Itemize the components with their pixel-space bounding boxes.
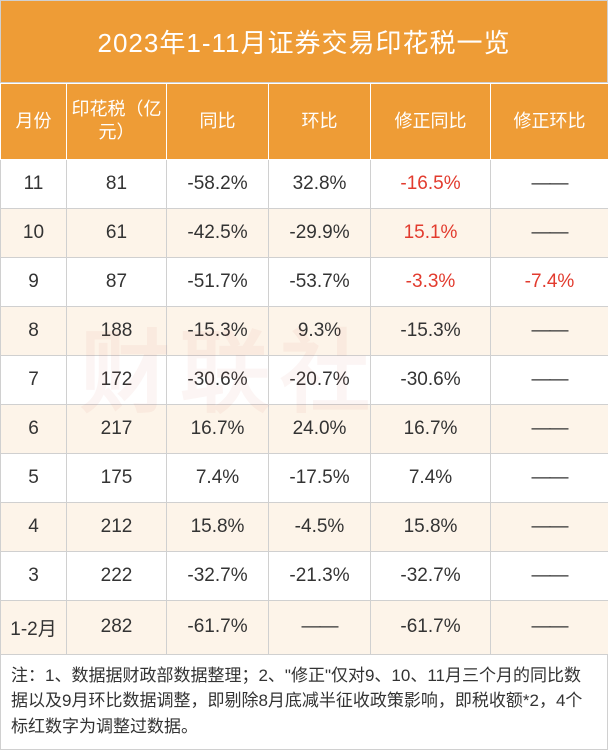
col-header-adj-yoy: 修正同比 (371, 84, 491, 160)
cell-adj-mom: —— (491, 159, 608, 208)
cell-adj-mom: —— (491, 404, 608, 453)
cell-yoy: 7.4% (167, 453, 269, 502)
cell-adj-yoy: -61.7% (371, 600, 491, 654)
cell-yoy: 16.7% (167, 404, 269, 453)
stamp-tax-table: 月份 印花税（亿元） 同比 环比 修正同比 修正环比 1181-58.2%32.… (0, 83, 608, 655)
table-title: 2023年1-11月证券交易印花税一览 (0, 0, 608, 83)
cell-adj-mom: —— (491, 551, 608, 600)
cell-yoy: -42.5% (167, 208, 269, 257)
cell-adj-yoy: 15.8% (371, 502, 491, 551)
cell-mom: 9.3% (269, 306, 371, 355)
cell-yoy: -58.2% (167, 159, 269, 208)
cell-mom: —— (269, 600, 371, 654)
col-header-adj-mom: 修正环比 (491, 84, 608, 160)
cell-yoy: -51.7% (167, 257, 269, 306)
cell-mom: 32.8% (269, 159, 371, 208)
col-header-month: 月份 (1, 84, 67, 160)
cell-month: 4 (1, 502, 67, 551)
table-row: 421215.8%-4.5%15.8%—— (1, 502, 608, 551)
col-header-tax: 印花税（亿元） (67, 84, 167, 160)
cell-adj-yoy: -32.7% (371, 551, 491, 600)
table-row: 8188-15.3%9.3%-15.3%—— (1, 306, 608, 355)
cell-tax: 175 (67, 453, 167, 502)
cell-adj-yoy: -3.3% (371, 257, 491, 306)
cell-yoy: 15.8% (167, 502, 269, 551)
cell-adj-mom: —— (491, 453, 608, 502)
cell-mom: -4.5% (269, 502, 371, 551)
cell-adj-yoy: 16.7% (371, 404, 491, 453)
footnote-text: 注：1、数据据财政部数据整理；2、"修正"仅对9、10、11月三个月的同比数据以… (0, 655, 608, 750)
table-row: 1-2月282-61.7%——-61.7%—— (1, 600, 608, 654)
cell-mom: -29.9% (269, 208, 371, 257)
cell-tax: 61 (67, 208, 167, 257)
cell-yoy: -15.3% (167, 306, 269, 355)
cell-month: 10 (1, 208, 67, 257)
cell-mom: -20.7% (269, 355, 371, 404)
cell-tax: 217 (67, 404, 167, 453)
cell-adj-yoy: 7.4% (371, 453, 491, 502)
cell-month: 6 (1, 404, 67, 453)
cell-yoy: -61.7% (167, 600, 269, 654)
cell-mom: -21.3% (269, 551, 371, 600)
cell-yoy: -32.7% (167, 551, 269, 600)
table-row: 1181-58.2%32.8%-16.5%—— (1, 159, 608, 208)
cell-mom: -53.7% (269, 257, 371, 306)
cell-month: 1-2月 (1, 600, 67, 654)
cell-adj-yoy: -16.5% (371, 159, 491, 208)
header-row: 月份 印花税（亿元） 同比 环比 修正同比 修正环比 (1, 84, 608, 160)
table-row: 51757.4%-17.5%7.4%—— (1, 453, 608, 502)
col-header-yoy: 同比 (167, 84, 269, 160)
cell-month: 5 (1, 453, 67, 502)
cell-month: 7 (1, 355, 67, 404)
cell-adj-mom: —— (491, 306, 608, 355)
table-row: 987-51.7%-53.7%-3.3%-7.4% (1, 257, 608, 306)
cell-month: 11 (1, 159, 67, 208)
cell-adj-mom: —— (491, 600, 608, 654)
table-row: 7172-30.6%-20.7%-30.6%—— (1, 355, 608, 404)
table-row: 3222-32.7%-21.3%-32.7%—— (1, 551, 608, 600)
cell-month: 8 (1, 306, 67, 355)
cell-adj-mom: -7.4% (491, 257, 608, 306)
table-row: 1061-42.5%-29.9%15.1%—— (1, 208, 608, 257)
cell-adj-yoy: -15.3% (371, 306, 491, 355)
cell-month: 9 (1, 257, 67, 306)
cell-mom: -17.5% (269, 453, 371, 502)
cell-tax: 87 (67, 257, 167, 306)
cell-adj-yoy: 15.1% (371, 208, 491, 257)
cell-tax: 188 (67, 306, 167, 355)
cell-yoy: -30.6% (167, 355, 269, 404)
table-container: 2023年1-11月证券交易印花税一览 月份 印花税（亿元） 同比 环比 修正同… (0, 0, 608, 750)
table-row: 621716.7%24.0%16.7%—— (1, 404, 608, 453)
cell-adj-mom: —— (491, 355, 608, 404)
cell-tax: 222 (67, 551, 167, 600)
cell-tax: 282 (67, 600, 167, 654)
cell-tax: 81 (67, 159, 167, 208)
cell-adj-mom: —— (491, 208, 608, 257)
cell-tax: 172 (67, 355, 167, 404)
cell-month: 3 (1, 551, 67, 600)
table-body: 1181-58.2%32.8%-16.5%——1061-42.5%-29.9%1… (1, 159, 608, 654)
cell-tax: 212 (67, 502, 167, 551)
cell-adj-yoy: -30.6% (371, 355, 491, 404)
col-header-mom: 环比 (269, 84, 371, 160)
cell-mom: 24.0% (269, 404, 371, 453)
cell-adj-mom: —— (491, 502, 608, 551)
